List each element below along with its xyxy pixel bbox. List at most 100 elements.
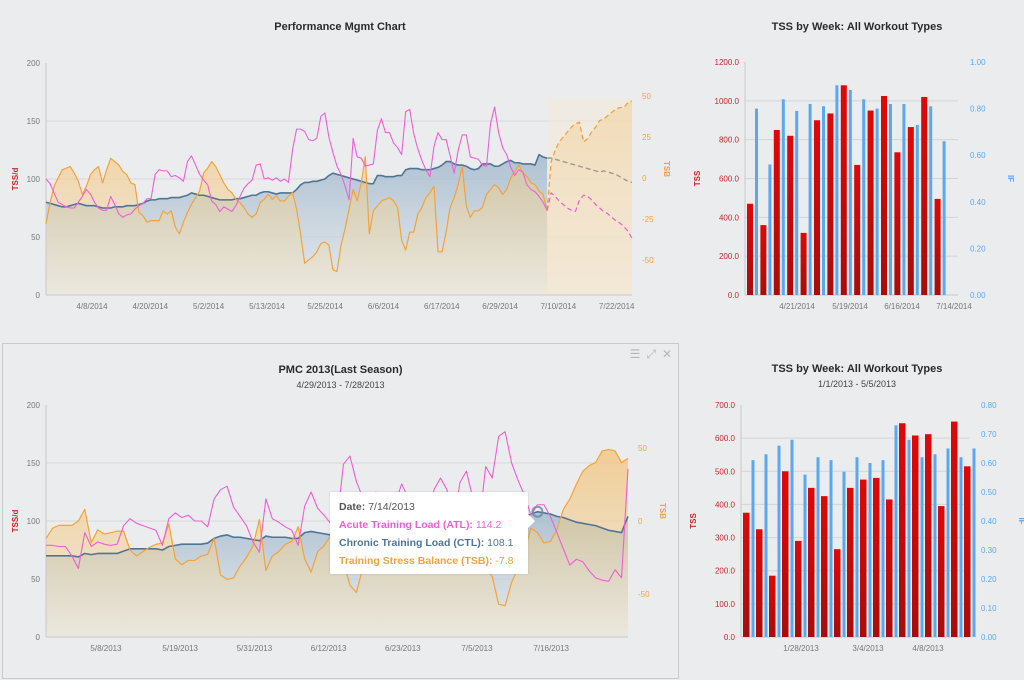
x-tick-label: 7/22/2014 <box>599 302 635 311</box>
left-tick-label: 150 <box>27 459 41 468</box>
panel-toolbar: ☰ ⤢ ✕ <box>630 348 672 360</box>
tooltip-date: Date: 7/14/2013 <box>339 501 415 513</box>
left-tick-label: 200 <box>27 401 41 410</box>
tss-bar <box>821 496 828 637</box>
right-tick-label: 0.10 <box>981 604 997 613</box>
if-bar <box>862 99 866 295</box>
ctl-line <box>45 153 548 209</box>
tsb-line <box>45 156 548 273</box>
tss-bar <box>938 506 945 637</box>
right-tick-label: 0.60 <box>981 459 997 468</box>
if-bar <box>881 460 885 637</box>
tss-bar <box>934 198 941 295</box>
if-bar <box>816 457 820 637</box>
menu-icon[interactable]: ☰ <box>629 347 641 361</box>
left-tick-label: 100 <box>27 517 41 526</box>
right-tick-label: -25 <box>642 215 654 224</box>
right-tick-label: 0 <box>638 517 643 526</box>
pmc-current-chart[interactable]: 0 50 100 150 200 -50 -25 0 25 50 TSS/d TSB 4/8/2014 4… <box>0 0 680 330</box>
if-bar <box>889 103 892 295</box>
tss-bar <box>881 95 887 296</box>
x-tick-label: 4/21/2014 <box>779 302 815 311</box>
if-bar <box>808 103 812 295</box>
right-tick-label: 25 <box>642 133 651 142</box>
x-tick-label: 5/19/2014 <box>832 302 868 311</box>
left-tick-label: 200.0 <box>715 567 736 576</box>
right-tick-label: 0.20 <box>970 244 986 253</box>
tooltip-tsb: Training Stress Balance (TSB): -7.8 <box>339 555 514 567</box>
x-tick-label: 5/13/2014 <box>249 302 285 311</box>
right-tick-label: 0 <box>642 174 647 183</box>
left-tick-label: 0 <box>36 291 41 300</box>
tss-bar <box>899 423 906 637</box>
left-axis-title: TSS <box>689 513 698 529</box>
if-bar <box>795 110 799 296</box>
tss-bar <box>847 487 854 637</box>
right-tick-label: -50 <box>642 256 654 265</box>
right-tick-label: 0.40 <box>981 517 997 526</box>
tooltip-ctl: Chronic Training Load (CTL): 108.1 <box>339 537 514 549</box>
tss-week-2013-subtitle: 1/1/2013 - 5/5/2013 <box>817 379 897 389</box>
right-tick-label: 1.00 <box>970 58 986 67</box>
right-tick-label: 0.50 <box>981 488 997 497</box>
tss-bar <box>907 127 914 295</box>
tss-bar <box>834 549 841 637</box>
x-tick-label: 4/20/2014 <box>133 302 169 311</box>
left-axis-title: TSS/d <box>11 168 20 191</box>
pmc-last-season-title: PMC 2013(Last Season) <box>278 364 403 376</box>
left-tick-label: 0 <box>36 633 41 642</box>
left-tick-label: 500.0 <box>715 467 736 476</box>
right-tick-label: 0.30 <box>981 546 997 555</box>
if-bar <box>842 471 846 637</box>
x-tick-label: 3/4/2013 <box>852 644 884 653</box>
tss-week-2013-chart[interactable]: 0.0 100.0 200.0 300.0 400.0 500.0 600.0 700.0 0.… <box>689 343 1024 680</box>
tooltip-atl: Acute Training Load (ATL): 114.2 <box>339 519 502 531</box>
tss-week-2013-title: TSS by Week: All Workout Types <box>771 363 943 375</box>
tss-bar <box>925 434 932 637</box>
tss-bar <box>747 203 753 295</box>
tss-week-2013-panel: TSS by Week: All Workout Types 1/1/2013 … <box>690 343 1024 680</box>
tsb-forecast-line <box>546 100 633 211</box>
right-tick-label: 0.20 <box>981 575 997 584</box>
tss-bar <box>840 85 847 295</box>
tooltip-pointer <box>528 514 535 528</box>
if-bar <box>868 463 872 637</box>
left-tick-label: 150 <box>27 117 41 126</box>
atl-line <box>45 106 548 218</box>
if-bar <box>803 474 807 637</box>
tss-week-current-chart[interactable]: 0.0 200.0 400.0 600.0 800.0 1000.0 1200.0 0.00 0… <box>690 0 1024 330</box>
x-tick-label: 5/25/2014 <box>307 302 343 311</box>
right-tick-label: -50 <box>638 590 650 599</box>
if-bar <box>946 448 950 637</box>
left-tick-label: 700.0 <box>715 401 736 410</box>
tss-bar <box>808 487 815 637</box>
close-icon[interactable]: ✕ <box>661 347 672 361</box>
pmc-last-season-chart[interactable]: 0 50 100 150 200 -50 0 50 TSS/d TSB 5/8/2013 5/19/2… <box>0 0 680 680</box>
expand-icon[interactable]: ⤢ <box>646 347 656 361</box>
tss-bar <box>912 435 919 637</box>
tss-bar <box>827 113 834 296</box>
chart-tooltip: Date: 7/14/2013 Acute Training Load (ATL… <box>330 492 535 574</box>
left-tick-label: 400.0 <box>715 500 736 509</box>
forecast-region <box>547 98 632 295</box>
tss-bar <box>854 164 861 295</box>
left-axis-title: TSS/d <box>11 510 20 533</box>
left-tick-label: 100.0 <box>715 600 736 609</box>
right-tick-label: 0.60 <box>970 151 986 160</box>
left-tick-label: 200 <box>27 59 41 68</box>
tss-bar <box>860 479 867 637</box>
if-bar <box>751 460 755 637</box>
left-tick-label: 600.0 <box>715 434 736 443</box>
if-bar <box>920 457 924 637</box>
x-tick-label: 5/31/2013 <box>237 644 273 653</box>
left-tick-label: 50 <box>31 575 40 584</box>
pmc-last-season-panel: ☰ ⤢ ✕ PMC 2013(Last Season) 4/29/2013 - … <box>2 343 679 679</box>
tss-bar <box>894 152 901 295</box>
tss-week-current-panel: TSS by Week: All Workout Types 0.0 200.0 4… <box>690 0 1024 330</box>
ctl-forecast-line <box>547 157 633 184</box>
x-tick-label: 7/10/2014 <box>541 302 577 311</box>
if-bar <box>781 99 785 295</box>
tss-bar <box>743 512 750 637</box>
tss-bar <box>867 110 874 296</box>
tss-bar <box>814 120 820 295</box>
